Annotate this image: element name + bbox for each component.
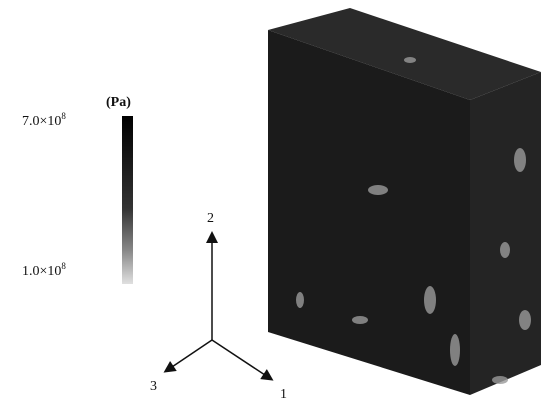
axis-arrow [166,340,212,371]
axis-triad [166,234,271,379]
axis-label: 2 [207,211,214,226]
axis-label: 3 [150,379,157,394]
axis-arrow [212,340,271,379]
figure: (Pa) 7.0×108 1.0×108 2 3 1 [0,0,541,401]
page: {"colorbar": {"unit": "(Pa)", "max_label… [0,0,541,401]
colorbar-max-label: 7.0×108 [22,111,66,129]
block [268,8,541,395]
label-base: 1.0×10 [22,264,61,279]
block-side [470,72,541,395]
colorbar-unit: (Pa) [106,95,131,110]
label-base: 7.0×10 [22,114,61,129]
colorbar [122,116,133,284]
label-exponent: 8 [61,111,66,121]
label-exponent: 8 [61,261,66,271]
axis-label: 1 [280,387,287,401]
colorbar-min-label: 1.0×108 [22,261,66,279]
